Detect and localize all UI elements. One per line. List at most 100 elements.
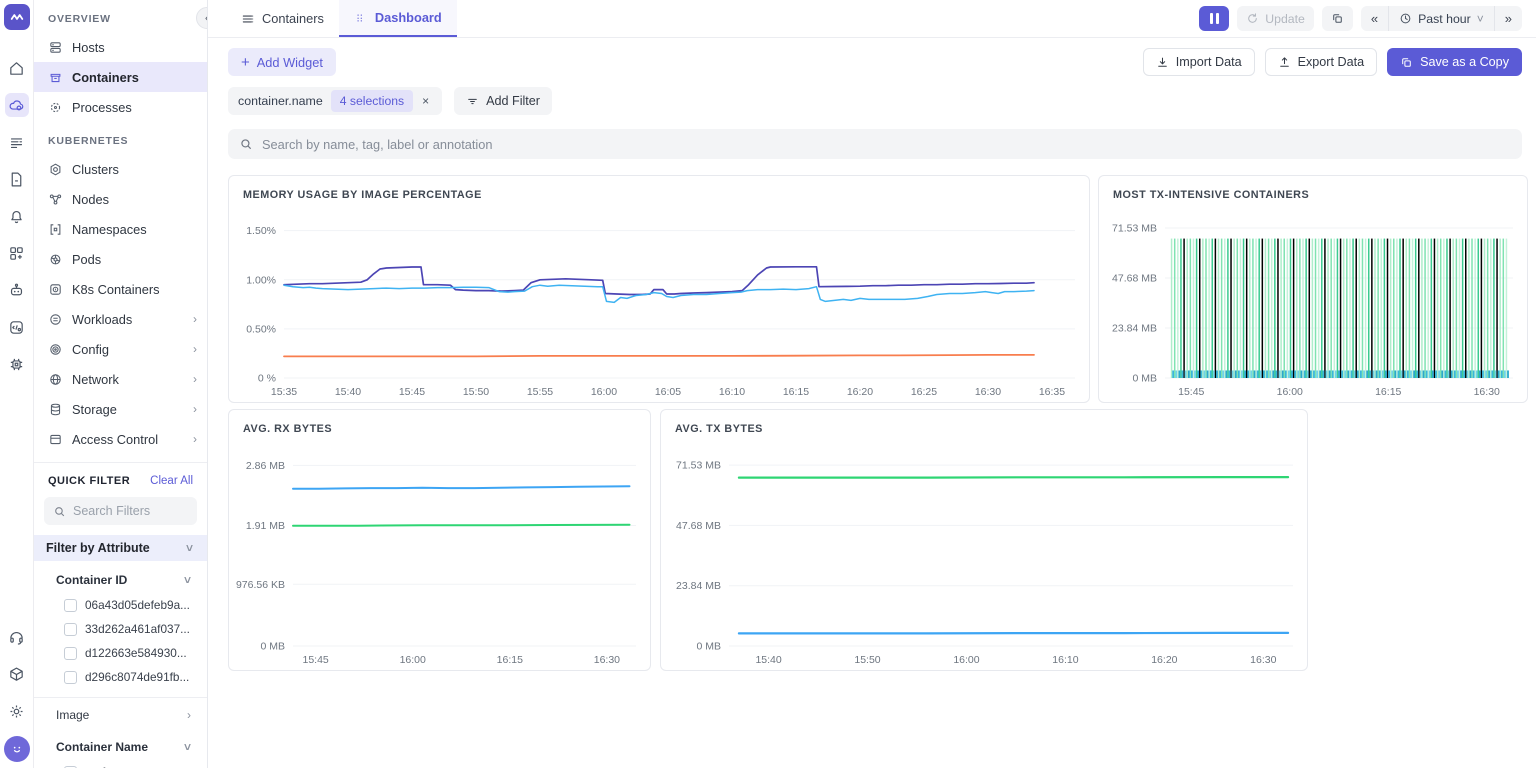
svg-text:16:20: 16:20 bbox=[1151, 654, 1177, 666]
grid-add-icon[interactable] bbox=[5, 241, 29, 265]
svg-text:16:00: 16:00 bbox=[400, 654, 426, 666]
logs-icon[interactable] bbox=[5, 130, 29, 154]
checkbox[interactable] bbox=[64, 598, 77, 612]
svg-text:0 MB: 0 MB bbox=[260, 641, 285, 653]
middleware-logo[interactable] bbox=[3, 4, 30, 30]
svg-text:1.00%: 1.00% bbox=[246, 274, 276, 286]
pause-icon bbox=[1215, 13, 1219, 24]
add-filter-button[interactable]: Add Filter bbox=[454, 87, 553, 115]
svg-text:15:35: 15:35 bbox=[271, 386, 297, 398]
container-name-option[interactable]: grafana bbox=[34, 760, 207, 768]
checkbox[interactable] bbox=[64, 765, 77, 768]
document-icon[interactable] bbox=[5, 167, 29, 191]
workloads-icon bbox=[50, 313, 61, 325]
package-icon[interactable] bbox=[5, 662, 29, 686]
user-avatar[interactable] bbox=[3, 736, 30, 762]
upload-icon bbox=[1279, 56, 1289, 67]
avg-tx-chart[interactable]: 71.53 MB 47.68 MB 23.84 MB 0 MB 15:40 15:50 16… bbox=[661, 435, 1307, 670]
duplicate-button[interactable] bbox=[1321, 6, 1353, 31]
time-range-selector[interactable]: Past hour ˅ bbox=[1388, 6, 1495, 31]
bot-icon[interactable] bbox=[5, 278, 29, 302]
container-id-group[interactable]: Container ID ˅ bbox=[34, 567, 207, 593]
svg-text:15:45: 15:45 bbox=[303, 654, 329, 666]
tab-containers[interactable]: Containers bbox=[226, 0, 339, 37]
access-control-icon bbox=[50, 434, 61, 444]
sidebar-item-hosts[interactable]: Hosts bbox=[34, 32, 207, 62]
chip-icon[interactable] bbox=[5, 352, 29, 376]
sidebar-item-label: Processes bbox=[72, 99, 132, 115]
time-prev-button[interactable]: « bbox=[1370, 11, 1379, 26]
time-next-button[interactable]: » bbox=[1504, 11, 1512, 26]
save-as-copy-button[interactable]: Save as a Copy bbox=[1387, 48, 1522, 76]
svg-text:16:25: 16:25 bbox=[911, 386, 937, 398]
svg-text:0.50%: 0.50% bbox=[246, 323, 276, 335]
chevron-down-icon: ˅ bbox=[185, 541, 193, 555]
dashboard-search-box[interactable] bbox=[228, 129, 1522, 159]
cloud-infra-icon[interactable] bbox=[4, 93, 29, 117]
filter-search-box[interactable] bbox=[44, 497, 197, 525]
export-data-button[interactable]: Export Data bbox=[1264, 48, 1378, 76]
sidebar-item-processes[interactable]: Processes bbox=[34, 92, 207, 122]
sidebar-item-storage[interactable]: Storage › bbox=[34, 394, 207, 424]
code-script-icon[interactable] bbox=[5, 315, 29, 339]
sidebar-scroll[interactable]: OVERVIEW Hosts Containers Processes KUBE… bbox=[34, 0, 207, 768]
container-id-option[interactable]: 06a43d05defeb9a... bbox=[34, 593, 207, 617]
filter-by-attribute-group[interactable]: Filter by Attribute ˅ bbox=[34, 535, 207, 561]
chevron-down-icon: ˅ bbox=[183, 740, 191, 754]
sidebar-item-access-control[interactable]: Access Control › bbox=[34, 424, 207, 454]
button-label: Import Data bbox=[1175, 55, 1242, 69]
copy-icon bbox=[1333, 14, 1342, 23]
sidebar-item-label: Clusters bbox=[72, 161, 119, 177]
sidebar-item-label: Workloads bbox=[72, 311, 133, 327]
update-button[interactable]: Update bbox=[1237, 6, 1314, 31]
tx-intensive-chart[interactable]: 71.53 MB 47.68 MB 23.84 MB 0 MB 15:45 16:00 16… bbox=[1099, 201, 1527, 402]
sidebar-item-namespaces[interactable]: Namespaces bbox=[34, 214, 207, 244]
group-label: Filter by Attribute bbox=[46, 541, 150, 555]
filter-chip-selections[interactable]: 4 selections bbox=[330, 90, 414, 112]
gear-icon[interactable] bbox=[5, 699, 29, 723]
sidebar-item-network[interactable]: Network › bbox=[34, 364, 207, 394]
filter-chip-close-icon[interactable]: × bbox=[422, 94, 430, 108]
dashboard-search-input[interactable] bbox=[262, 136, 1511, 152]
svg-text:16:35: 16:35 bbox=[1039, 386, 1065, 398]
clear-all-link[interactable]: Clear All bbox=[150, 475, 193, 487]
svg-text:16:20: 16:20 bbox=[847, 386, 873, 398]
svg-text:15:45: 15:45 bbox=[1178, 386, 1204, 398]
add-widget-button[interactable]: + Add Widget bbox=[228, 48, 336, 76]
svg-text:1.50%: 1.50% bbox=[246, 225, 276, 237]
avg-rx-chart[interactable]: 2.86 MB 1.91 MB 976.56 KB 0 MB 15:45 16:00 16:… bbox=[229, 435, 650, 670]
svg-text:976.56 KB: 976.56 KB bbox=[236, 579, 285, 591]
svg-text:15:40: 15:40 bbox=[335, 386, 361, 398]
headset-icon[interactable] bbox=[5, 625, 29, 649]
sidebar-item-clusters[interactable]: Clusters bbox=[34, 154, 207, 184]
pause-icon bbox=[1209, 13, 1213, 24]
sidebar-item-nodes[interactable]: Nodes bbox=[34, 184, 207, 214]
container-id-option[interactable]: 33d262a461af037... bbox=[34, 617, 207, 641]
checkbox[interactable] bbox=[64, 670, 77, 684]
pause-button[interactable] bbox=[1199, 6, 1230, 31]
sidebar-item-pods[interactable]: Pods bbox=[34, 244, 207, 274]
checkbox[interactable] bbox=[64, 622, 77, 636]
container-id-option[interactable]: d122663e584930... bbox=[34, 641, 207, 665]
nodes-icon bbox=[49, 193, 62, 205]
home-icon[interactable] bbox=[5, 56, 29, 80]
sidebar-item-containers[interactable]: Containers bbox=[34, 62, 207, 92]
container-id-option[interactable]: d296c8074de91fb... bbox=[34, 665, 207, 689]
import-data-button[interactable]: Import Data bbox=[1142, 48, 1255, 76]
filter-search-input[interactable] bbox=[73, 504, 188, 518]
dashboard-content: + Add Widget Import Data Export Data Sav… bbox=[208, 38, 1536, 768]
tab-dashboard[interactable]: Dashboard bbox=[338, 0, 457, 37]
sidebar-item-k8s-containers[interactable]: K8s Containers bbox=[34, 274, 207, 304]
namespaces-icon bbox=[50, 223, 61, 235]
container-name-group[interactable]: Container Name ˅ bbox=[34, 734, 207, 760]
chevron-right-icon: › bbox=[193, 372, 197, 386]
add-widget-label: Add Widget bbox=[256, 54, 323, 70]
image-group[interactable]: Image › bbox=[34, 702, 207, 728]
alert-bell-icon[interactable] bbox=[5, 204, 29, 228]
sidebar-item-workloads[interactable]: Workloads › bbox=[34, 304, 207, 334]
checkbox[interactable] bbox=[64, 646, 77, 660]
memory-usage-chart[interactable]: 1.50% 1.00% 0.50% 0 % 15:35 15:40 15:45 15:50 15… bbox=[229, 201, 1089, 402]
copy-icon bbox=[1402, 57, 1411, 67]
tab-label: Containers bbox=[262, 11, 324, 26]
sidebar-item-config[interactable]: Config › bbox=[34, 334, 207, 364]
